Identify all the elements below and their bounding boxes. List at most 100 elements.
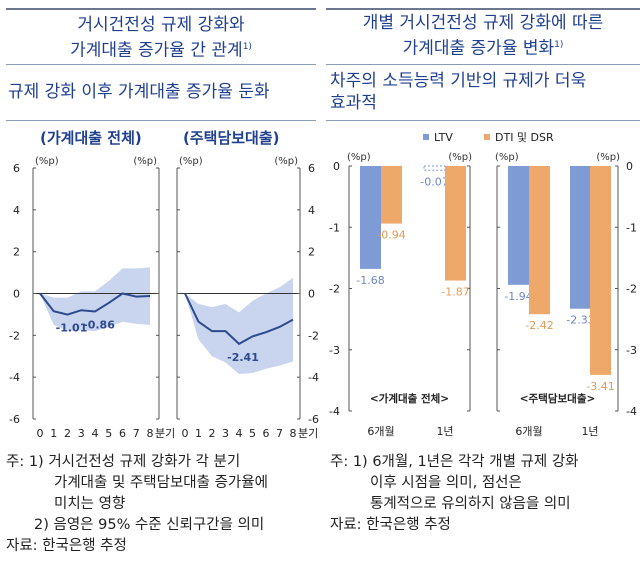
legend-swatch-dti <box>484 134 490 140</box>
data-label: -2.42 <box>525 319 553 332</box>
unit-label: (%p) <box>347 152 371 163</box>
unit-label: (%p) <box>448 152 472 163</box>
x-tick-label: 7 <box>133 427 140 440</box>
left-subtitle: 규제 강화 이후 가계대출 증가율 둔화 <box>8 82 270 102</box>
left-title: 거시건전성 규제 강화와 가계대출 증가율 간 관계1) <box>6 14 316 62</box>
y-tick-label: -2 <box>308 329 319 342</box>
data-label: -2.33 <box>566 314 594 327</box>
bar-dti <box>529 166 550 315</box>
bar-dti <box>381 166 402 224</box>
right-notes: 주: 1) 6개월, 1년은 각각 개별 규제 강화 이후 시점을 의미, 점선… <box>330 452 579 536</box>
x-category-label: 1년 <box>436 425 453 438</box>
y-tick-label: 0 <box>333 160 340 173</box>
left-notes: 주: 1) 거시건전성 규제 강화가 각 분기 가계대출 및 주택담보대출 증가… <box>6 452 268 557</box>
unit-label: (%p) <box>596 152 620 163</box>
x-tick-label: 0 <box>37 427 44 440</box>
note-line: 가계대출 및 주택담보대출 증가율에 <box>54 475 268 491</box>
y-tick-label: -2 <box>626 283 637 296</box>
x-category-label: 1년 <box>581 425 598 438</box>
x-tick-label: 3 <box>222 427 229 440</box>
x-tick-label: 2 <box>209 427 216 440</box>
y-tick-label: -1 <box>329 221 340 234</box>
right-title-line1: 개별 거시건전성 규제 강화에 따른 <box>362 13 604 33</box>
left-title-line2: 가계대출 증가율 간 관계 <box>70 40 243 61</box>
source-line: 자료: 한국은행 추정 <box>330 517 451 533</box>
divider <box>326 64 640 65</box>
left-title-line1: 거시건전성 규제 강화와 <box>77 15 245 35</box>
x-category-label: 6개월 <box>367 425 394 438</box>
data-label: -1.01 <box>56 322 88 335</box>
y-tick-label: -4 <box>9 371 20 384</box>
y-tick-label: -1 <box>626 221 637 234</box>
x-tick-label: 3 <box>78 427 85 440</box>
data-label: -2.41 <box>227 351 259 364</box>
divider <box>326 120 640 121</box>
x-tick-label: 4 <box>92 427 99 440</box>
y-tick-label: -6 <box>9 413 20 426</box>
data-label: -1.87 <box>441 286 469 299</box>
data-label: -0.86 <box>83 318 115 331</box>
y-tick-label: -4 <box>329 405 340 418</box>
unit-label: (%p) <box>274 156 298 167</box>
x-tick-label: 4 <box>236 427 243 440</box>
legend-label-dti: DTI 및 DSR <box>495 131 554 144</box>
x-tick-label: 5 <box>249 427 256 440</box>
x-tick-label: 8 <box>290 427 297 440</box>
legend-swatch-ltv <box>423 134 429 140</box>
right-subtitle-line1: 차주의 소득능력 기반의 규제가 더욱 <box>330 71 587 91</box>
y-tick-label: 2 <box>308 246 315 259</box>
y-tick-label: -4 <box>626 405 637 418</box>
bar-chart2-title: <주택담보대출> <box>520 392 596 405</box>
unit-label: (%p) <box>35 156 59 167</box>
note-line: 미치는 영향 <box>54 496 126 512</box>
right-subtitle: 차주의 소득능력 기반의 규제가 더욱 효과적 <box>330 70 586 114</box>
y-tick-label: -3 <box>329 344 340 357</box>
x-tick-label: 0 <box>182 427 189 440</box>
bar-ltv <box>423 165 446 171</box>
data-label: -1.94 <box>504 290 532 303</box>
bar-ltv <box>360 166 381 269</box>
chart1-title: (가계대출 전체) <box>40 129 142 147</box>
y-tick-label: 0 <box>13 288 20 301</box>
y-tick-label: -4 <box>308 371 319 384</box>
y-tick-label: 6 <box>308 162 315 175</box>
legend-label-ltv: LTV <box>434 131 453 144</box>
bar-dti <box>590 166 611 375</box>
bar-dti <box>445 166 466 281</box>
y-tick-label: 4 <box>308 204 315 217</box>
y-tick-label: -3 <box>626 344 637 357</box>
divider <box>6 120 316 121</box>
y-tick-label: -2 <box>329 283 340 296</box>
data-label: -0.07 <box>420 175 448 188</box>
x-unit-label: 분기 <box>298 427 318 440</box>
x-unit-label: 분기 <box>155 427 175 440</box>
divider <box>6 8 316 10</box>
x-tick-label: 2 <box>64 427 71 440</box>
source-line: 자료: 한국은행 추정 <box>6 538 127 554</box>
x-tick-label: 7 <box>276 427 283 440</box>
chart2-title: (주택담보대출) <box>183 129 280 147</box>
y-tick-label: 0 <box>626 160 633 173</box>
x-tick-label: 8 <box>147 427 154 440</box>
y-tick-label: 2 <box>13 246 20 259</box>
note-line: 2) 음영은 95% 수준 신뢰구간을 의미 <box>34 517 265 533</box>
x-category-label: 6개월 <box>515 425 542 438</box>
x-tick-label: 1 <box>195 427 202 440</box>
chart2-confidence-band <box>185 277 293 375</box>
y-tick-label: 6 <box>13 162 20 175</box>
right-title-line2: 가계대출 증가율 변화 <box>402 38 555 59</box>
bar-chart1-title: <가계대출 전체> <box>370 392 449 405</box>
chart2-series-line <box>184 293 294 346</box>
unit-label: (%p) <box>133 156 157 167</box>
footnote-mark: 1) <box>242 42 252 52</box>
bar-ltv <box>508 166 529 285</box>
note-line: 주: 1) 거시건전성 규제 강화가 각 분기 <box>6 454 241 470</box>
note-line: 이후 시점을 의미, 점선은 <box>370 475 522 491</box>
y-tick-label: 4 <box>13 204 20 217</box>
y-tick-label: -6 <box>308 413 319 426</box>
y-tick-label: -2 <box>9 329 20 342</box>
x-tick-label: 5 <box>105 427 112 440</box>
data-label: -1.68 <box>356 274 384 287</box>
right-subtitle-line2: 효과적 <box>330 93 377 113</box>
